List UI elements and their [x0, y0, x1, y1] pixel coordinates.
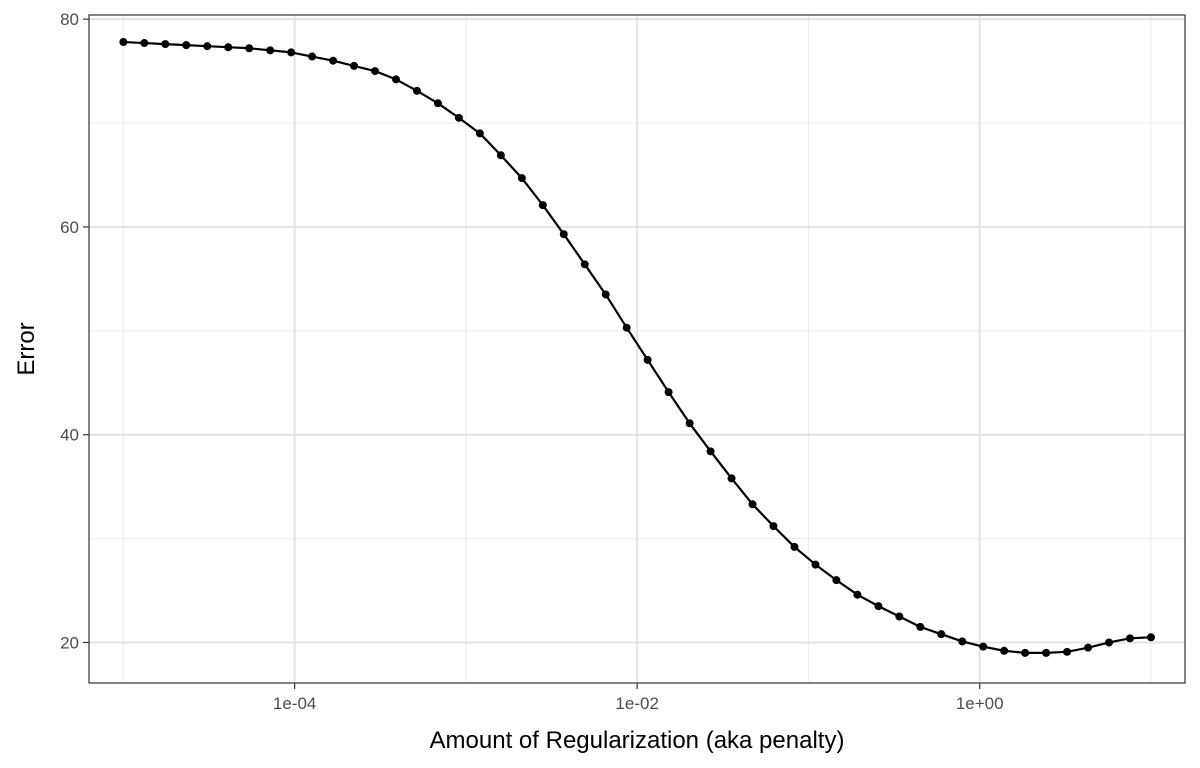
- data-point: [371, 67, 380, 76]
- data-point: [937, 630, 946, 639]
- y-tick-label: 80: [60, 10, 79, 29]
- data-point: [958, 637, 967, 646]
- series-layer: [119, 38, 1155, 657]
- y-axis-title: Error: [13, 322, 40, 375]
- data-point: [727, 474, 736, 483]
- data-point: [811, 560, 820, 569]
- major-gridlines: [89, 15, 1185, 683]
- data-point: [224, 43, 233, 52]
- data-point: [392, 75, 400, 84]
- data-point: [433, 99, 442, 108]
- data-point: [287, 48, 296, 57]
- x-axis: 1e-04 1e-02 1e+00: [273, 683, 1004, 713]
- data-point: [601, 290, 610, 299]
- data-point: [266, 46, 275, 55]
- x-axis-title: Amount of Regularization (aka penalty): [430, 727, 845, 754]
- data-point: [1105, 638, 1114, 647]
- data-point: [1042, 648, 1051, 657]
- data-point: [979, 642, 988, 651]
- x-tick-label: 1e-04: [273, 694, 316, 713]
- data-point: [161, 40, 170, 49]
- data-point: [559, 230, 568, 239]
- data-point: [140, 39, 149, 48]
- y-axis: 20 40 60 80: [60, 10, 89, 652]
- data-point: [580, 260, 589, 269]
- data-point: [119, 38, 128, 47]
- data-point: [664, 388, 673, 397]
- data-point: [874, 602, 883, 611]
- data-point: [643, 355, 652, 364]
- data-point: [1126, 634, 1134, 643]
- data-point: [517, 174, 526, 183]
- y-tick-label: 60: [60, 218, 79, 237]
- data-point: [245, 44, 254, 53]
- x-tick-label: 1e-02: [615, 694, 658, 713]
- data-point: [1146, 633, 1155, 642]
- data-point: [748, 500, 757, 509]
- data-point: [622, 323, 631, 332]
- data-point: [496, 151, 505, 160]
- data-point: [329, 56, 338, 65]
- data-point: [685, 419, 694, 428]
- data-point: [706, 447, 715, 456]
- data-point: [203, 42, 212, 51]
- data-point: [454, 113, 463, 122]
- data-point: [1000, 646, 1009, 655]
- data-point: [308, 52, 317, 61]
- data-point: [1084, 643, 1093, 652]
- y-tick-label: 40: [60, 426, 79, 445]
- data-point: [182, 41, 191, 50]
- data-point: [350, 61, 359, 70]
- data-point: [475, 129, 484, 138]
- data-point: [790, 542, 799, 551]
- x-tick-label: 1e+00: [956, 694, 1004, 713]
- y-tick-label: 20: [60, 633, 79, 652]
- data-point: [916, 622, 925, 631]
- data-point: [832, 576, 841, 585]
- data-point: [895, 612, 904, 621]
- data-point: [769, 522, 778, 531]
- data-point: [1063, 647, 1072, 656]
- data-point: [538, 201, 547, 210]
- data-point: [412, 86, 421, 95]
- data-point: [853, 590, 862, 599]
- data-point: [1021, 648, 1030, 657]
